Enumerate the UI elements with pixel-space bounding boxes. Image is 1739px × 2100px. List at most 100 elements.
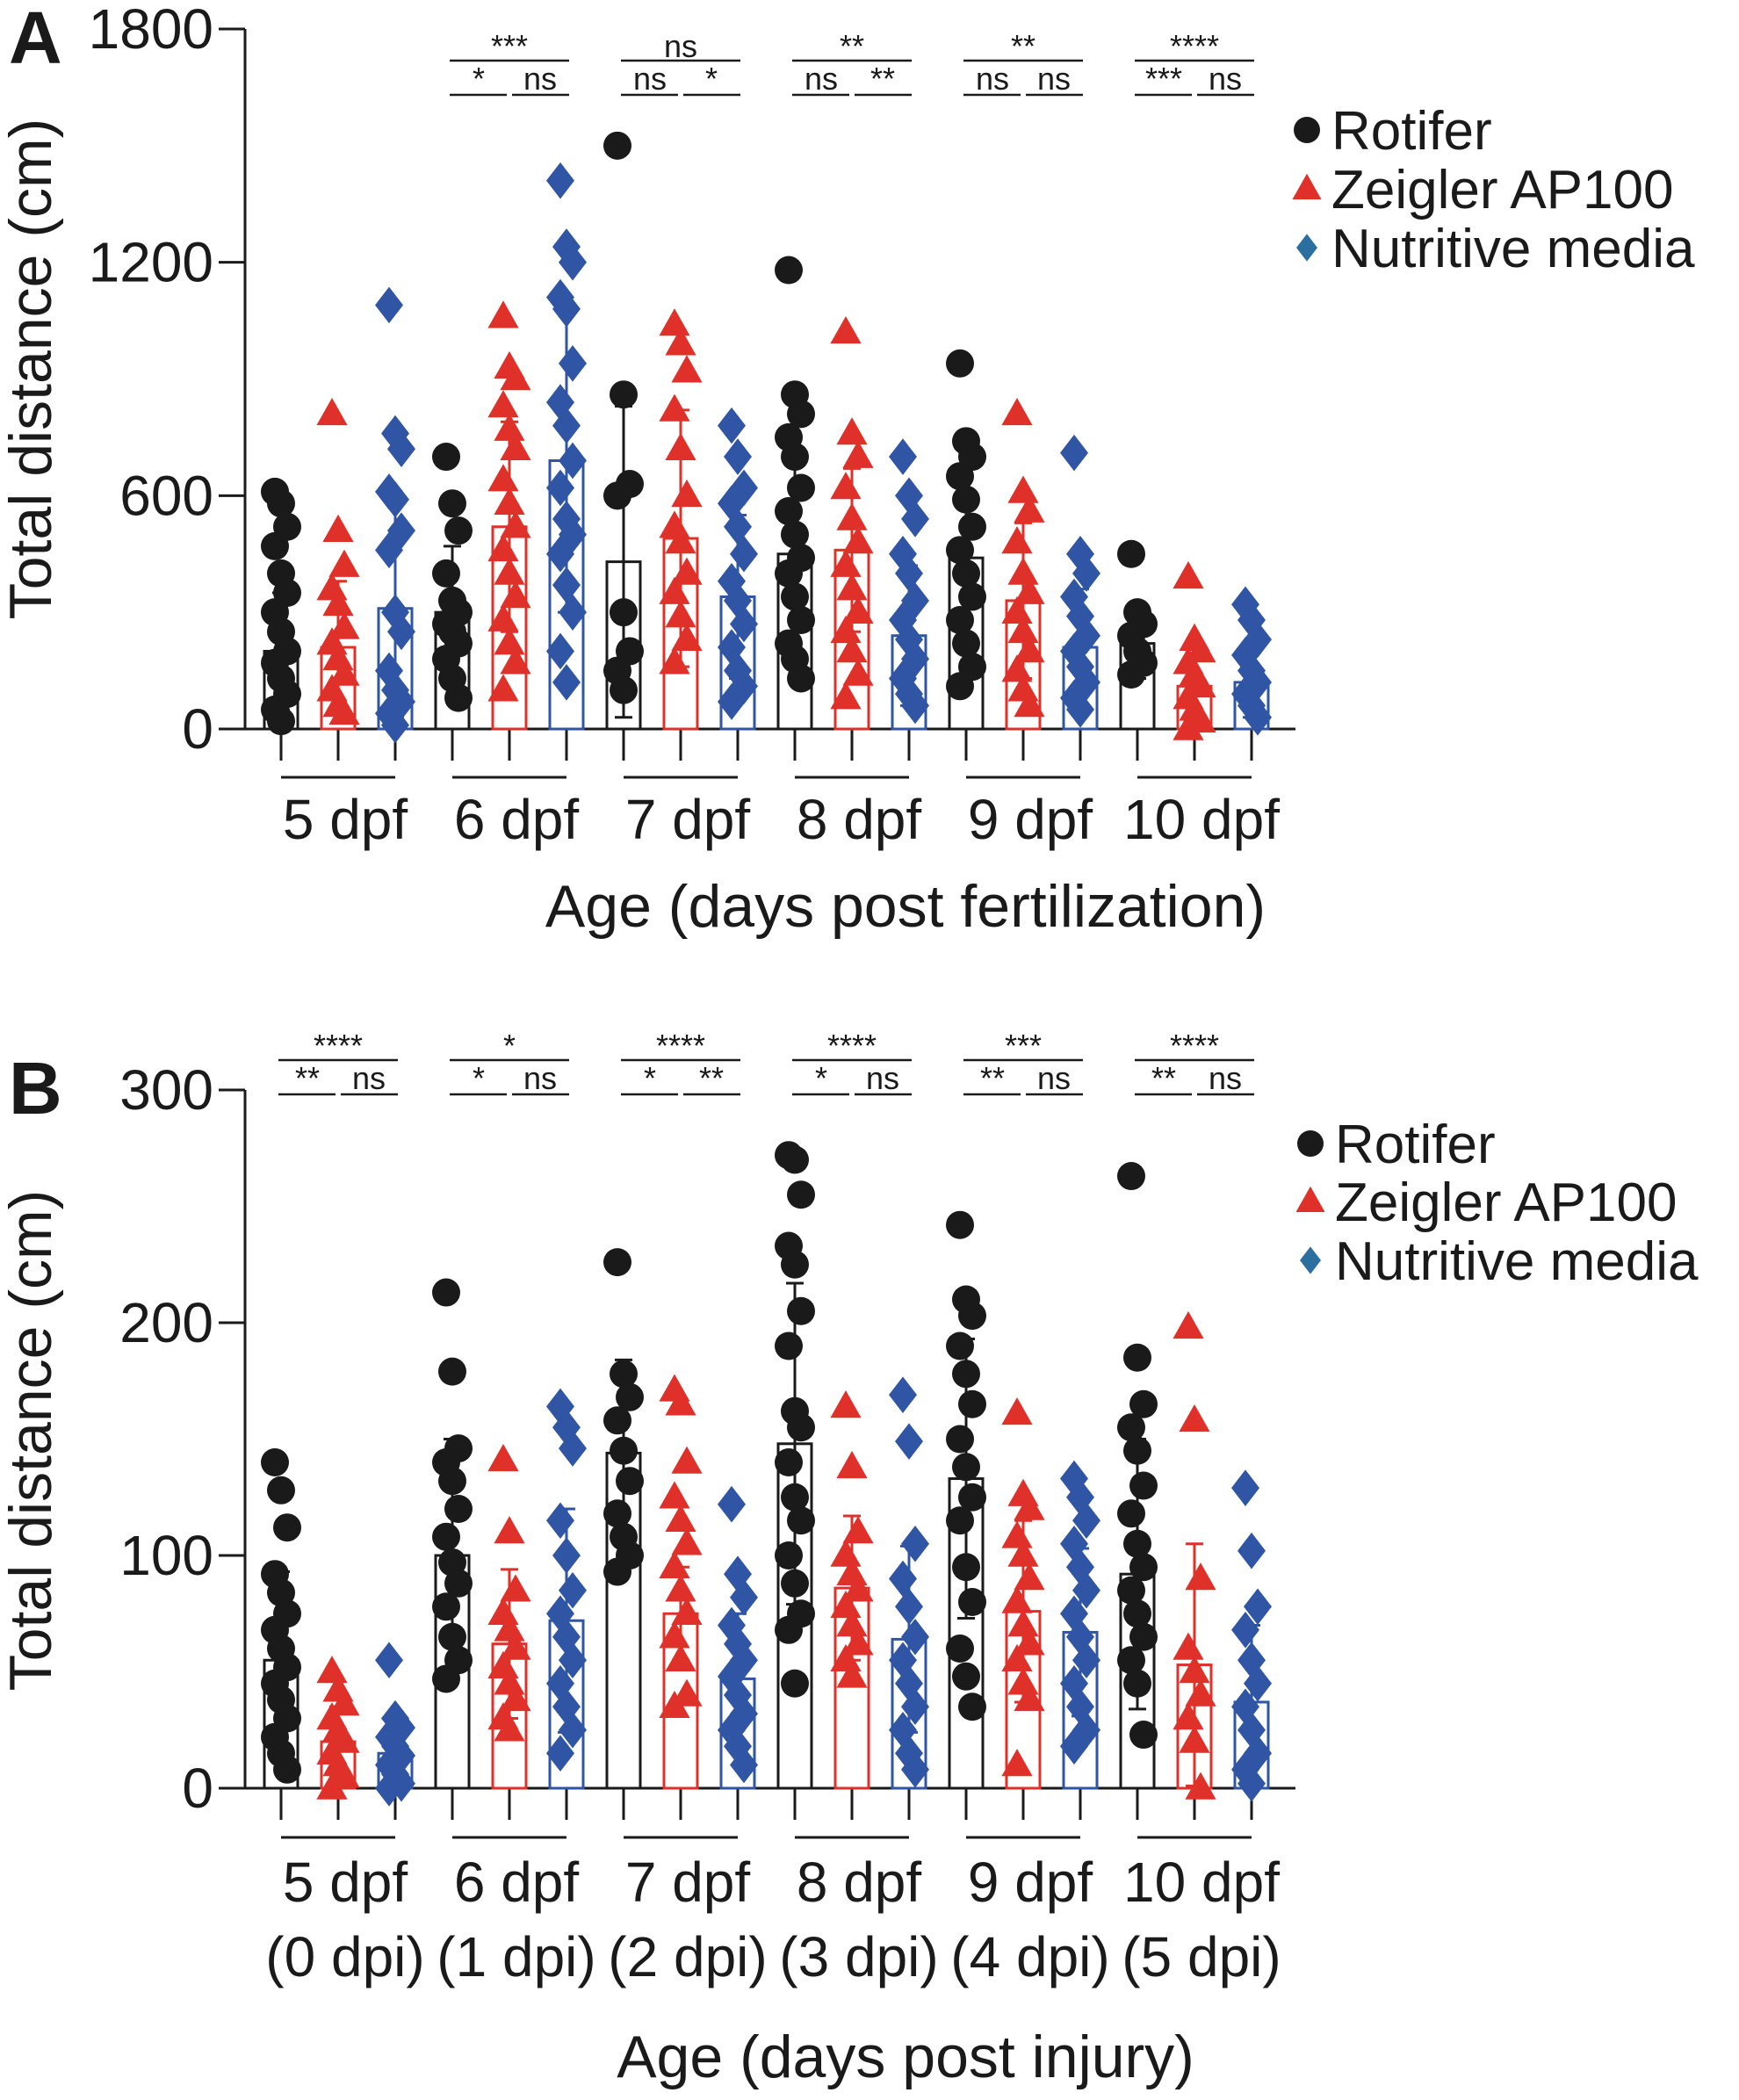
data-point xyxy=(1001,654,1033,682)
data-point xyxy=(1001,1643,1033,1672)
data-point xyxy=(1173,1632,1204,1660)
data-point xyxy=(603,1557,631,1586)
significance-label-top: **** xyxy=(314,1028,363,1064)
data-point xyxy=(787,1413,815,1442)
y-tick-label: 100 xyxy=(119,1524,213,1587)
data-point xyxy=(671,355,703,383)
x-category-label: (0 dpi) xyxy=(265,1925,424,1988)
data-point xyxy=(1185,1562,1216,1591)
data-point xyxy=(432,443,460,472)
data-point xyxy=(830,615,862,644)
panel-label-b: B xyxy=(9,1047,62,1129)
data-point xyxy=(1238,1532,1266,1570)
data-point xyxy=(387,430,415,467)
data-point xyxy=(1244,1588,1272,1626)
data-point xyxy=(665,328,696,356)
data-point xyxy=(603,1248,631,1277)
data-point xyxy=(665,1388,696,1416)
data-point xyxy=(375,1642,403,1679)
data-point xyxy=(1072,555,1100,592)
legend-marker-triangle xyxy=(1292,173,1322,199)
data-point xyxy=(830,315,862,344)
data-point xyxy=(494,1516,525,1544)
data-point xyxy=(487,464,519,492)
legend-marker-triangle xyxy=(1295,1186,1325,1212)
significance-label-top: * xyxy=(503,1028,516,1064)
data-point xyxy=(444,516,473,545)
significance-label-left: * xyxy=(473,61,485,97)
data-point xyxy=(1117,539,1145,568)
x-category-label: (4 dpi) xyxy=(950,1925,1109,1988)
data-point xyxy=(946,349,974,378)
data-point xyxy=(1173,560,1204,589)
data-point xyxy=(500,432,531,460)
significance-label-right: ** xyxy=(870,61,895,97)
significance-label-right: ns xyxy=(1037,1060,1071,1096)
legend-label: Nutritive media xyxy=(1335,1231,1699,1292)
significance-label-right: ns xyxy=(523,1060,557,1096)
significance-label-left: ns xyxy=(805,61,838,97)
data-point xyxy=(889,535,917,573)
data-point xyxy=(659,1620,690,1649)
data-point xyxy=(659,576,690,604)
data-point xyxy=(546,469,574,507)
significance-label-left: ** xyxy=(980,1060,1005,1096)
significance-label-top: **** xyxy=(1170,28,1219,64)
data-point xyxy=(1117,1162,1145,1191)
data-point xyxy=(830,682,862,710)
data-point xyxy=(1001,1749,1033,1777)
data-point xyxy=(830,1390,862,1418)
data-point xyxy=(842,1516,874,1544)
x-category-label: 5 dpf xyxy=(283,1851,408,1914)
data-point xyxy=(546,535,574,573)
data-point xyxy=(1014,1562,1045,1591)
data-point xyxy=(718,407,746,444)
data-point xyxy=(895,1423,923,1460)
x-category-label: 9 dpf xyxy=(968,788,1093,851)
data-point xyxy=(901,1751,929,1788)
legend-marker-circle xyxy=(1294,117,1320,143)
significance-label-left: * xyxy=(473,1060,485,1096)
data-point xyxy=(830,549,862,577)
data-point xyxy=(328,696,360,725)
data-point xyxy=(261,531,289,560)
data-point xyxy=(1231,1469,1259,1506)
y-tick-label: 1200 xyxy=(89,231,213,294)
data-point xyxy=(836,1450,868,1479)
data-point xyxy=(1117,1499,1145,1528)
data-point xyxy=(1238,602,1266,639)
data-point xyxy=(958,1389,986,1418)
significance-label-left: ns xyxy=(976,61,1009,97)
data-point xyxy=(842,658,874,686)
data-point xyxy=(1123,1343,1151,1372)
x-category-label: 6 dpf xyxy=(454,788,580,851)
x-category-label: 10 dpf xyxy=(1123,788,1280,851)
data-point xyxy=(444,1495,473,1523)
data-point xyxy=(1014,494,1045,523)
data-point xyxy=(1014,689,1045,718)
data-point xyxy=(775,1615,803,1644)
legend-marker-circle xyxy=(1297,1130,1324,1157)
data-point xyxy=(1060,578,1088,616)
data-point xyxy=(889,602,917,639)
data-point xyxy=(267,1476,295,1505)
x-category-label: 7 dpf xyxy=(625,788,751,851)
data-point xyxy=(952,1662,980,1691)
data-point xyxy=(328,611,360,639)
data-point xyxy=(718,1485,746,1523)
data-point xyxy=(487,300,519,328)
y-tick-label: 1800 xyxy=(89,0,213,61)
data-point xyxy=(1014,1683,1045,1712)
data-point xyxy=(889,438,917,475)
data-point xyxy=(1001,526,1033,554)
data-point xyxy=(946,672,974,701)
data-point xyxy=(775,256,803,285)
x-category-label: 6 dpf xyxy=(454,1851,580,1914)
data-point xyxy=(1060,1728,1088,1765)
data-point xyxy=(432,1522,460,1551)
data-point xyxy=(387,613,415,651)
data-point xyxy=(1185,1678,1216,1707)
data-point xyxy=(724,438,752,475)
